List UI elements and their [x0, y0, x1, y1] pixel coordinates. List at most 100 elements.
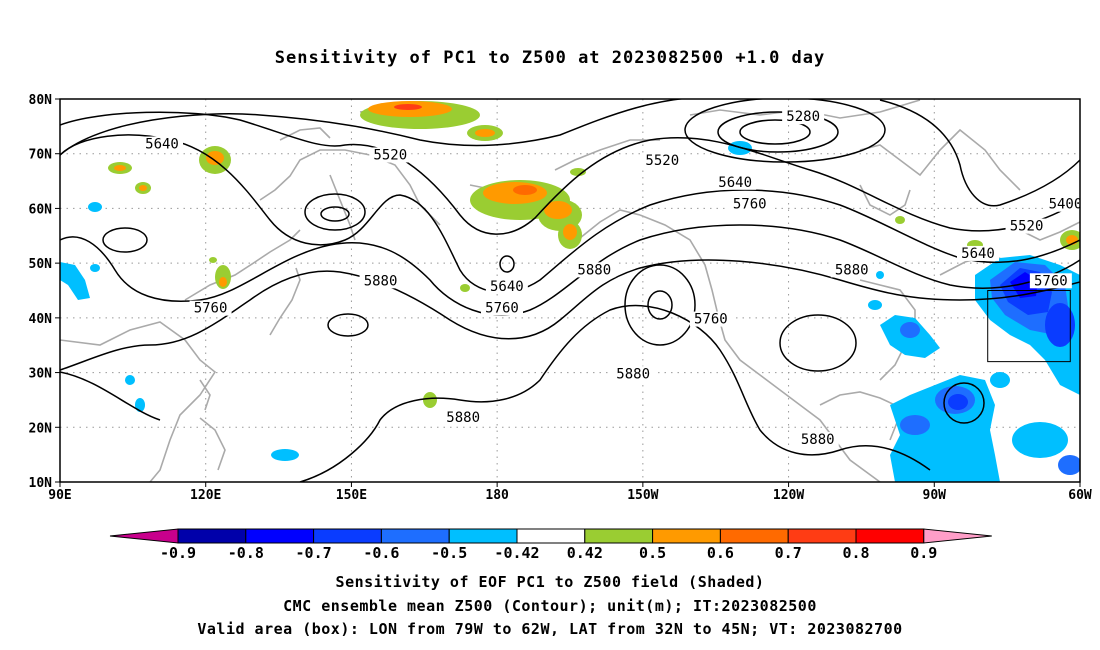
contour-label-bg — [369, 147, 412, 163]
contour-label: 5640 — [145, 137, 179, 153]
lat-label: 30N — [29, 367, 53, 382]
lon-label: 150W — [627, 488, 658, 503]
lon-label: 150E — [336, 488, 367, 503]
caption-shading: Sensitivity of EOF PC1 to Z500 field (Sh… — [335, 573, 765, 591]
lon-label: 60W — [1068, 488, 1092, 503]
contour-5400-inner — [717, 111, 839, 153]
contour-label: 5520 — [373, 147, 407, 163]
contour-label: 5880 — [446, 410, 480, 426]
contour-low-180 — [499, 255, 515, 273]
plot-frame — [59, 98, 1081, 483]
contour-label: 5640 — [718, 175, 752, 191]
lon-label: 120E — [190, 488, 221, 503]
colorbar-label: -0.8 — [228, 544, 264, 562]
contour-label: 5760 — [694, 312, 728, 328]
z500-contours — [60, 99, 1080, 482]
contour-5760-closed-outer — [624, 264, 696, 346]
contour-low-100e — [102, 227, 148, 253]
colorbar-label: 0.42 — [567, 544, 603, 562]
lon-label: 90W — [923, 488, 947, 503]
positive-region-siberia — [108, 146, 470, 408]
contour-label-bg — [481, 300, 523, 316]
contour-5880-north — [60, 259, 1080, 371]
contour-5760-closed-inner — [647, 290, 673, 320]
lat-label: 70N — [29, 148, 53, 163]
contour-label: 5880 — [835, 262, 869, 278]
lon-label: 90E — [48, 488, 71, 503]
contour-label-bg — [796, 431, 839, 447]
contour-label: 5760 — [1034, 273, 1068, 289]
contour-label-bg — [359, 273, 402, 289]
colorbar-box — [380, 528, 450, 544]
lon-label: 180 — [485, 488, 509, 503]
contour-label: 5880 — [577, 262, 611, 278]
colorbar-box — [313, 528, 382, 544]
colorbar-labels: -0.9 -0.8 -0.7 -0.6 -0.5 -0.42 0.42 0.5 0.6 0.7 0.… — [160, 544, 937, 562]
colorbar-high-triangle — [923, 528, 992, 544]
contour-5520 — [60, 111, 1080, 235]
colorbar-box — [855, 528, 925, 544]
colorbar-label: 0.5 — [639, 544, 666, 562]
contour-label: 5760 — [733, 197, 767, 213]
colorbar-label: 0.6 — [707, 544, 734, 562]
contour-label-bg — [957, 245, 999, 261]
colorbar-label: -0.9 — [160, 544, 196, 562]
contour-label-bg — [782, 109, 825, 125]
lat-label: 80N — [29, 93, 53, 108]
contour-low-150e-b — [304, 193, 366, 231]
contour-label: 5760 — [194, 301, 228, 317]
contour-label: 5880 — [364, 273, 398, 289]
colorbar-box — [584, 528, 654, 544]
valid-area-box — [987, 290, 1071, 363]
colorbar-label: 0.9 — [910, 544, 937, 562]
contour-label: 5280 — [786, 109, 820, 125]
contour-low-150e-a — [320, 206, 350, 222]
colorbar-box — [177, 528, 247, 544]
sensitivity-shading — [60, 101, 1080, 482]
contour-label-bg — [612, 366, 655, 382]
contour-label: 5880 — [616, 366, 650, 382]
colorbar-box — [448, 528, 518, 544]
contour-label-bg — [689, 311, 732, 327]
contour-label-bg — [141, 136, 183, 152]
contour-label-bg — [1044, 196, 1080, 212]
contour-5400-east — [879, 99, 1080, 207]
contour-label-bg — [641, 152, 684, 168]
contour-labels: 5280 5640 5520 5520 5640 5760 5400 5520 5640 5760… — [141, 109, 1080, 448]
colorbar-label: -0.6 — [363, 544, 399, 562]
lat-label: 20N — [29, 421, 53, 436]
negative-region-caribbean — [890, 375, 1000, 482]
contour-label-bg — [1029, 273, 1072, 289]
contour-label-bg — [714, 174, 757, 190]
contour-5880-closed-100w — [779, 314, 857, 372]
contour-5280 — [739, 119, 811, 145]
figure-title: Sensitivity of PC1 to Z500 at 2023082500… — [274, 48, 826, 68]
colorbar-box — [787, 528, 857, 544]
contour-label: 5760 — [485, 301, 519, 317]
lon-label: 120W — [773, 488, 804, 503]
colorbar-box — [652, 528, 721, 544]
longitude-labels: 90E 120E 150E 180 150W 120W 90W 60W — [48, 488, 1092, 503]
contour-5880-west — [60, 371, 161, 421]
map-figure: 5280 5640 5520 5520 5640 5760 5400 5520 5640 5760… — [29, 93, 1092, 562]
contour-label-bg — [830, 262, 873, 278]
contour-5880-closed-165e — [327, 313, 369, 337]
colorbar-label: -0.42 — [494, 544, 539, 562]
contour-label: 5640 — [490, 279, 524, 295]
contour-label-bg — [189, 300, 232, 316]
negative-region-coast — [868, 300, 940, 358]
contour-label: 5640 — [961, 246, 995, 262]
lat-label: 60N — [29, 202, 53, 217]
contour-5400-north — [60, 99, 687, 156]
colorbar-label: -0.5 — [431, 544, 467, 562]
lat-label: 10N — [29, 476, 53, 491]
contour-closed-65w — [943, 382, 985, 424]
caption-contour: CMC ensemble mean Z500 (Contour); unit(m… — [283, 597, 817, 615]
lat-label: 40N — [29, 312, 53, 327]
contour-label-bg — [485, 278, 528, 294]
contour-label-bg — [728, 196, 771, 212]
colorbar — [109, 528, 992, 544]
contour-label-bg — [442, 410, 485, 426]
contour-5880-south — [299, 304, 931, 482]
negative-region-west — [60, 141, 884, 461]
